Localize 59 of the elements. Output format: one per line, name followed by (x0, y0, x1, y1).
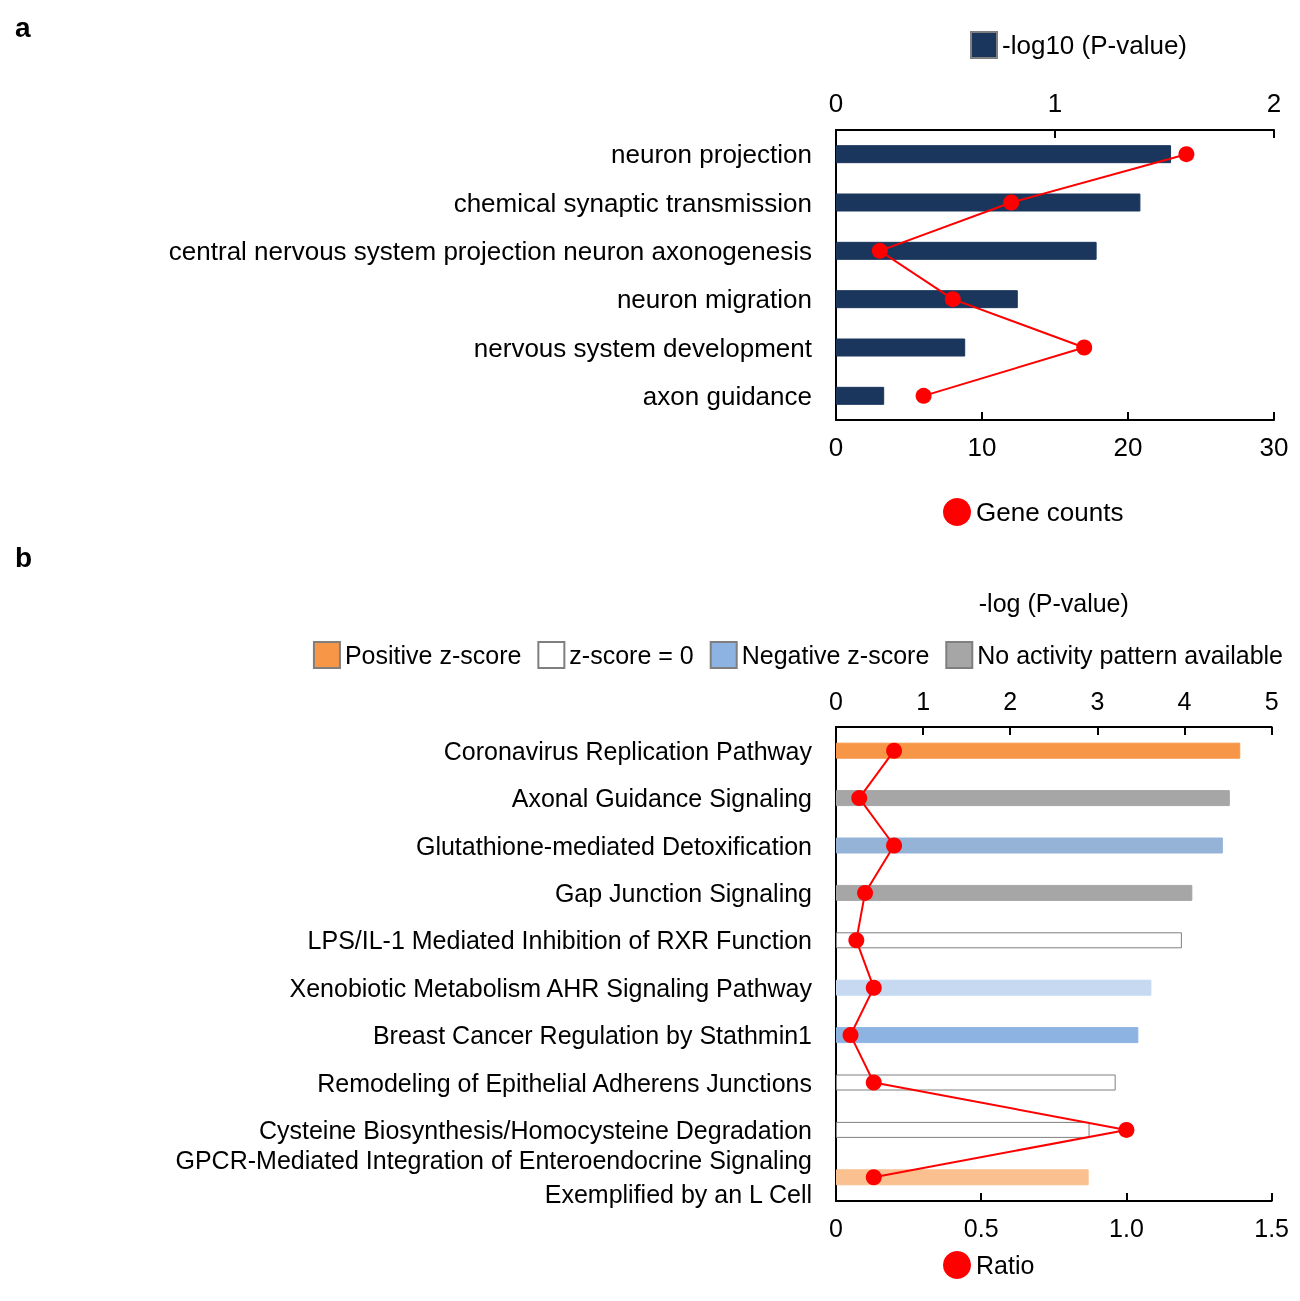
y-tick-label: Xenobiotic Metabolism AHR Signaling Pathway (289, 973, 813, 1002)
x2-tick-label: 1 (916, 686, 931, 715)
x-tick-label: 30 (1259, 432, 1289, 462)
y-tick-label: Remodeling of Epithelial Adherens Junctions (317, 1068, 812, 1097)
y-tick-label: neuron migration (616, 284, 812, 315)
point (886, 837, 903, 854)
point (1003, 194, 1020, 211)
x2-tick-label: 0 (828, 88, 844, 118)
x-tick-label: 1.5 (1254, 1213, 1290, 1242)
x-tick-label: 20 (1113, 432, 1143, 462)
x-tick-label: 10 (967, 432, 997, 462)
text: a (15, 11, 31, 43)
text: b (15, 541, 33, 573)
legend-label: Ratio (976, 1251, 1035, 1279)
y-tick-label: Gap Junction Signaling (554, 878, 812, 907)
x2-tick-label: 4 (1177, 686, 1192, 715)
y-tick-label: LPS/IL-1 Mediated Inhibition of RXR Function (307, 926, 812, 955)
y-tick-label: GPCR-Mediated Integration of Enteroendocrine Signaling Exemplified by an L Cell (175, 1146, 812, 1209)
y-tick-label: neuron projection (611, 139, 812, 170)
x-tick-label: 1.0 (1109, 1213, 1144, 1242)
x2-axis-title: -log (P-value) (978, 588, 1129, 617)
y-tick-label: nervous system development (473, 332, 813, 363)
x2-tick-label: 3 (1090, 686, 1105, 715)
legend-label: -log10 (P-value) (1002, 30, 1188, 60)
point (865, 1169, 882, 1186)
point (1178, 146, 1195, 163)
legend-label: No activity pattern available (977, 641, 1284, 669)
point (848, 932, 865, 949)
y-tick-label: Coronavirus Replication Pathway (443, 736, 813, 765)
x2-tick-label: 2 (1266, 88, 1282, 118)
legend-label: Gene counts (976, 497, 1124, 527)
point (915, 387, 932, 404)
point (865, 979, 882, 996)
point (851, 790, 868, 807)
point (1076, 339, 1093, 356)
point (944, 291, 961, 308)
x2-tick-label: 2 (1003, 686, 1018, 715)
y-tick-label: central nervous system projection neuron axonogenesis (168, 235, 812, 266)
point (886, 742, 903, 759)
point (842, 1027, 859, 1044)
legend-label: Negative z-score (741, 641, 930, 669)
y-tick-label: chemical synaptic transmission (453, 187, 812, 218)
legend-label: z-score = 0 (569, 641, 694, 669)
point (1118, 1121, 1135, 1138)
x-tick-label: 0 (828, 432, 844, 462)
x-tick-label: 0 (829, 1213, 843, 1242)
x-tick-label: 0.5 (963, 1213, 999, 1242)
point (871, 242, 888, 259)
y-tick-label: Breast Cancer Regulation by Stathmin1 (372, 1021, 812, 1050)
x2-tick-label: 0 (829, 686, 843, 715)
x2-tick-label: 5 (1264, 686, 1279, 715)
y-tick-label: axon guidance (642, 380, 812, 411)
point (857, 884, 874, 901)
y-tick-label: Glutathione-mediated Detoxification (415, 831, 812, 860)
y-tick-label: Cysteine Biosynthesis/Homocysteine Degradation (258, 1115, 812, 1144)
legend-label: Positive z-score (344, 641, 522, 669)
y-tick-label: Axonal Guidance Signaling (511, 784, 812, 813)
point (865, 1074, 882, 1091)
x2-tick-label: 1 (1047, 88, 1063, 118)
